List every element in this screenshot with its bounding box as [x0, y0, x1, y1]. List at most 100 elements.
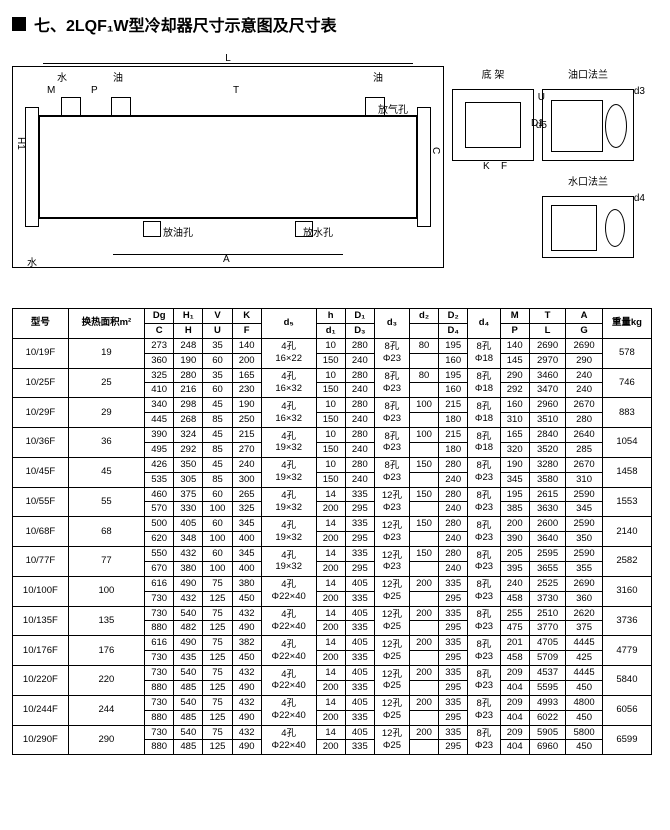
cell: 540 — [174, 666, 203, 681]
cell: 355 — [566, 561, 603, 576]
cell: 3280 — [529, 457, 566, 472]
label-D1: D1 — [531, 118, 544, 129]
label-oil-out: 油 — [373, 69, 383, 84]
cell: 125 — [203, 740, 232, 755]
cell-model: 10/45F — [13, 457, 69, 487]
col-D4: D₄ — [439, 323, 468, 338]
cell: 746 — [602, 368, 651, 398]
cell: 880 — [145, 621, 174, 636]
cell: 240 — [439, 472, 468, 487]
col-C: C — [145, 323, 174, 338]
label-d4: d4 — [634, 193, 645, 204]
main-diagram: L 水 油 油 M P T 放气孔 放油孔 放水孔 A H1 C 水 — [12, 66, 444, 268]
table-row: 10/135F135730540754324孔Φ22×401440512孔Φ25… — [13, 606, 652, 621]
diagram-area: L 水 油 油 M P T 放气孔 放油孔 放水孔 A H1 C 水 底 架 U — [12, 66, 658, 268]
cell: 2620 — [566, 606, 603, 621]
cell: 80 — [409, 368, 438, 383]
label-F: F — [501, 161, 507, 172]
table-row: 10/290F290730540754324孔Φ22×401440512孔Φ25… — [13, 725, 652, 740]
cell: 730 — [145, 666, 174, 681]
cell-model: 10/68F — [13, 517, 69, 547]
label-T: T — [233, 85, 239, 96]
cell: 3520 — [529, 442, 566, 457]
cell: 273 — [145, 338, 174, 353]
cell: 300 — [232, 472, 261, 487]
cell: 3730 — [529, 591, 566, 606]
cell: 290 — [566, 353, 603, 368]
cell: 295 — [345, 561, 374, 576]
cell: 404 — [500, 680, 529, 695]
cell: 10 — [316, 457, 345, 472]
cell: 432 — [232, 606, 261, 621]
cell: 404 — [500, 740, 529, 755]
cell: 335 — [439, 606, 468, 621]
cell: 730 — [145, 725, 174, 740]
cell-model: 10/290F — [13, 725, 69, 755]
cell: 432 — [232, 725, 261, 740]
cell: 3580 — [529, 472, 566, 487]
cell: 8孔Φ18 — [468, 398, 500, 428]
cell: 240 — [439, 532, 468, 547]
cell: 240 — [439, 502, 468, 517]
cell: 883 — [602, 398, 651, 428]
cell: 250 — [232, 413, 261, 428]
cell: 375 — [174, 487, 203, 502]
cell: 335 — [439, 725, 468, 740]
cell: 292 — [500, 383, 529, 398]
cell: 350 — [174, 457, 203, 472]
cell: 335 — [439, 636, 468, 651]
cell: 160 — [500, 398, 529, 413]
cell: 14 — [316, 576, 345, 591]
table-row: 10/25F25325280351654孔16×32102808孔Φ238019… — [13, 368, 652, 383]
cell: 540 — [174, 606, 203, 621]
cell: 405 — [345, 576, 374, 591]
cell: 145 — [500, 353, 529, 368]
cell: 200 — [409, 576, 438, 591]
table-row: 10/100F100616490753804孔Φ22×401440512孔Φ25… — [13, 576, 652, 591]
cell: 390 — [145, 428, 174, 443]
cell: 490 — [174, 576, 203, 591]
cell: 335 — [345, 680, 374, 695]
cell: 240 — [232, 457, 261, 472]
cell-model: 10/220F — [13, 666, 69, 696]
cell: 100 — [409, 428, 438, 443]
cell: 35 — [203, 338, 232, 353]
cell: 200 — [316, 591, 345, 606]
cell: 195 — [500, 487, 529, 502]
cell: 280 — [439, 517, 468, 532]
cell: 432 — [232, 666, 261, 681]
col-U: U — [203, 323, 232, 338]
cell: 410 — [145, 383, 174, 398]
cell: 125 — [203, 621, 232, 636]
cell-area: 244 — [68, 695, 144, 725]
col-H: H — [174, 323, 203, 338]
cell: 295 — [439, 740, 468, 755]
cell: 490 — [232, 680, 261, 695]
cell: 335 — [345, 547, 374, 562]
cell: 8孔Φ23 — [468, 725, 500, 755]
cell: 2590 — [566, 547, 603, 562]
cell: 385 — [500, 502, 529, 517]
cell: 14 — [316, 517, 345, 532]
cell: 450 — [232, 591, 261, 606]
cell: 280 — [439, 547, 468, 562]
cell: 75 — [203, 606, 232, 621]
cell: 500 — [145, 517, 174, 532]
cell: 8孔Φ18 — [468, 428, 500, 458]
cell: 4孔19×32 — [261, 487, 316, 517]
cell: 345 — [500, 472, 529, 487]
cell: 730 — [145, 695, 174, 710]
col-H1: H₁ — [174, 309, 203, 324]
cell: 14 — [316, 636, 345, 651]
cell: 335 — [439, 666, 468, 681]
cell: 490 — [232, 710, 261, 725]
water-flange-diagram: d4 — [542, 196, 634, 258]
cell: 195 — [439, 368, 468, 383]
cell: 380 — [174, 561, 203, 576]
cell: 150 — [409, 487, 438, 502]
cell: 880 — [145, 680, 174, 695]
cell: 240 — [345, 353, 374, 368]
cell: 200 — [316, 680, 345, 695]
label-base-frame: 底 架 — [452, 66, 534, 81]
cell: 35 — [203, 368, 232, 383]
